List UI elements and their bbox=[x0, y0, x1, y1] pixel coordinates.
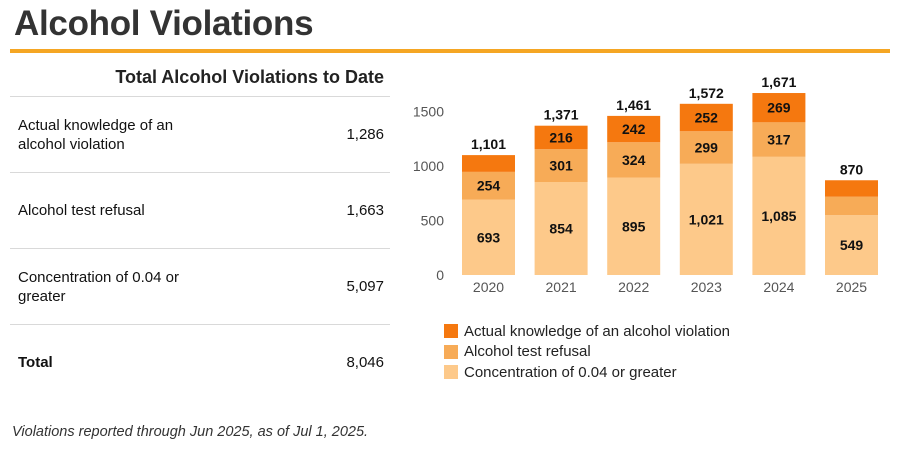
data-label: 299 bbox=[695, 140, 719, 156]
data-label: 317 bbox=[767, 132, 791, 148]
bar-segment bbox=[607, 177, 661, 275]
row-value: 8,046 bbox=[346, 354, 384, 371]
bar-segment bbox=[825, 180, 878, 197]
legend-item: Concentration of 0.04 or greater bbox=[444, 362, 730, 383]
x-tick-label: 2022 bbox=[618, 279, 649, 295]
total-label: 1,371 bbox=[544, 107, 579, 123]
bar-segment bbox=[752, 156, 806, 275]
bar-segment bbox=[679, 131, 733, 164]
bar-segment bbox=[825, 196, 878, 216]
y-tick-label: 0 bbox=[436, 267, 444, 283]
page-title: Alcohol Violations bbox=[14, 4, 314, 43]
table-row: Actual knowledge of an alcohol violation… bbox=[10, 96, 390, 172]
row-value: 5,097 bbox=[346, 278, 384, 295]
data-label: 895 bbox=[622, 218, 646, 234]
bar-segment bbox=[534, 125, 588, 150]
data-label: 242 bbox=[622, 121, 646, 137]
total-label: 1,101 bbox=[471, 136, 506, 152]
stacked-bar-chart: 0 500 1000 1500 693 254 1,101 2020 854 301 216 1,37… bbox=[413, 74, 878, 295]
bar-segment bbox=[825, 215, 878, 275]
row-label: Total bbox=[18, 354, 53, 371]
bar-segment bbox=[679, 163, 733, 275]
bar-segment bbox=[607, 115, 661, 143]
legend-item: Actual knowledge of an alcohol violation bbox=[444, 321, 730, 342]
x-tick-label: 2025 bbox=[836, 279, 867, 295]
data-label: 1,021 bbox=[689, 211, 724, 227]
row-value: 1,663 bbox=[346, 202, 384, 219]
data-label: 693 bbox=[477, 229, 501, 245]
y-tick-label: 1500 bbox=[413, 104, 444, 120]
data-label: 324 bbox=[622, 152, 646, 168]
data-label: 549 bbox=[840, 237, 864, 253]
bar-segment bbox=[679, 103, 733, 132]
summary-table: Total Alcohol Violations to Date Actual … bbox=[10, 62, 390, 400]
row-value: 1,286 bbox=[346, 126, 384, 143]
data-label: 269 bbox=[767, 100, 791, 116]
data-label: 254 bbox=[477, 178, 501, 194]
summary-table-title: Total Alcohol Violations to Date bbox=[115, 67, 384, 87]
legend-swatch bbox=[444, 344, 458, 359]
bar-segment bbox=[607, 142, 661, 178]
y-tick-label: 500 bbox=[421, 213, 445, 229]
x-tick-label: 2021 bbox=[546, 279, 577, 295]
legend-swatch bbox=[444, 324, 458, 339]
bar-segment bbox=[462, 171, 515, 200]
bar-segment bbox=[462, 199, 515, 275]
x-tick-label: 2020 bbox=[473, 279, 504, 295]
x-tick-label: 2023 bbox=[691, 279, 722, 295]
footnote: Violations reported through Jun 2025, as… bbox=[12, 424, 369, 440]
table-row: Alcohol test refusal 1,663 bbox=[10, 172, 390, 248]
row-label: Alcohol test refusal bbox=[18, 202, 145, 219]
bar-segment bbox=[752, 122, 806, 157]
table-row-total: Total 8,046 bbox=[10, 324, 390, 400]
bar-segment bbox=[752, 93, 806, 123]
total-label: 870 bbox=[840, 161, 864, 177]
total-label: 1,671 bbox=[761, 74, 796, 90]
legend-swatch bbox=[444, 365, 458, 380]
table-row: Concentration of 0.04 or greater 5,097 bbox=[10, 248, 390, 324]
legend-label: Actual knowledge of an alcohol violation bbox=[464, 322, 731, 340]
data-label: 216 bbox=[549, 129, 573, 145]
data-label: 1,085 bbox=[761, 208, 796, 224]
x-tick-label: 2024 bbox=[763, 279, 794, 295]
bar-segment bbox=[462, 155, 515, 172]
data-label: 252 bbox=[695, 110, 719, 126]
title-underline bbox=[10, 49, 890, 53]
bar-segment bbox=[534, 149, 588, 182]
chart-legend: Actual knowledge of an alcohol violation… bbox=[444, 321, 730, 383]
total-label: 1,572 bbox=[689, 85, 724, 101]
legend-label: Alcohol test refusal bbox=[464, 343, 591, 361]
legend-label: Concentration of 0.04 or greater bbox=[464, 363, 677, 381]
data-label: 301 bbox=[549, 158, 573, 174]
bar-segment bbox=[534, 181, 588, 275]
row-label: Actual knowledge of an alcohol violation bbox=[18, 116, 174, 153]
row-label: Concentration of 0.04 or greater bbox=[18, 268, 179, 305]
total-label: 1,461 bbox=[616, 97, 651, 113]
y-tick-label: 1000 bbox=[413, 158, 444, 174]
legend-item: Alcohol test refusal bbox=[444, 342, 730, 363]
data-label: 854 bbox=[549, 220, 573, 236]
